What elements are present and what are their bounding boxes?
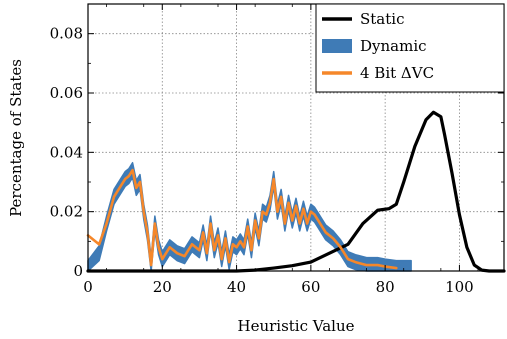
legend: Static Dynamic 4 Bit ΔVC bbox=[315, 3, 505, 93]
series-band-dynamic bbox=[87, 161, 412, 272]
legend-label-4bit: 4 Bit ΔVC bbox=[360, 64, 434, 82]
y-axis-label: Percentage of States bbox=[7, 59, 25, 217]
series-line-4-bit-vc bbox=[86, 168, 398, 270]
legend-swatch-dynamic bbox=[322, 39, 352, 53]
y-tick-label: 0.08 bbox=[50, 25, 83, 43]
y-tick-label: 0.04 bbox=[50, 143, 83, 161]
y-tick-label: 0.02 bbox=[50, 203, 83, 221]
x-tick-label: 20 bbox=[153, 278, 172, 296]
series-layer bbox=[86, 110, 506, 273]
legend-label-static: Static bbox=[360, 10, 404, 28]
x-tick-label: 80 bbox=[376, 278, 395, 296]
legend-label-dynamic: Dynamic bbox=[360, 37, 427, 55]
x-tick-label: 60 bbox=[301, 278, 320, 296]
y-tick-label: 0 bbox=[73, 262, 83, 280]
x-tick-label: 0 bbox=[83, 278, 93, 296]
y-tick-label: 0.06 bbox=[50, 84, 83, 102]
x-tick-label: 100 bbox=[445, 278, 474, 296]
x-tick-label: 40 bbox=[227, 278, 246, 296]
x-axis-label: Heuristic Value bbox=[237, 317, 354, 335]
plot-frame bbox=[87, 3, 505, 272]
